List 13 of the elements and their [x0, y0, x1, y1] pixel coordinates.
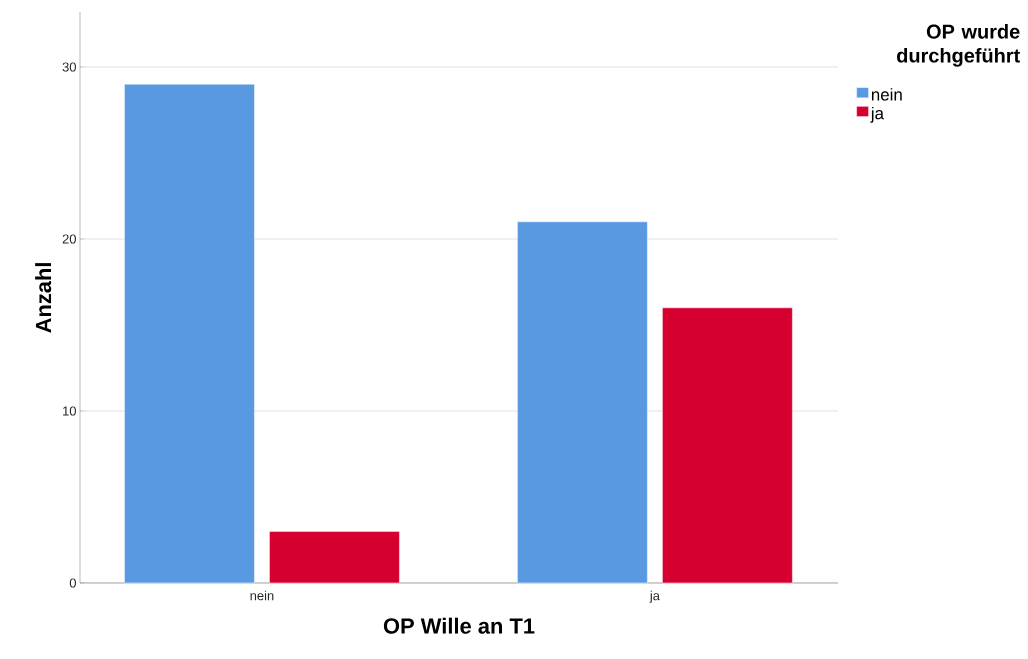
- legend-label: ja: [870, 106, 884, 123]
- y-tick-label: 0: [69, 578, 76, 588]
- bar: [124, 83, 255, 584]
- y-tick-label: 10: [63, 406, 76, 416]
- x-axis-title: OP Wille an T1: [383, 617, 535, 634]
- y-axis-title: Anzahl: [35, 263, 52, 333]
- y-tick-label: 20: [62, 234, 76, 244]
- bar: [269, 531, 400, 584]
- bar: [517, 221, 648, 584]
- bar: [662, 307, 793, 584]
- legend-title: OP wurde durchgeführt: [897, 24, 1020, 67]
- legend-label: nein: [871, 88, 902, 101]
- y-tick-label: 30: [62, 62, 76, 72]
